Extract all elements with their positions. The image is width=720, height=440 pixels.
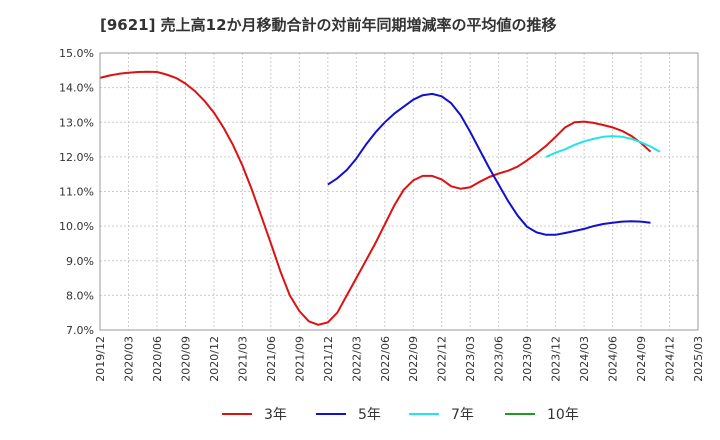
x-tick-label: 2023/06 xyxy=(493,336,506,382)
x-tick-label: 2020/12 xyxy=(208,336,221,382)
chart-title: [9621] 売上高12か月移動合計の対前年同期増減率の平均値の推移 xyxy=(100,16,557,34)
grid-layer xyxy=(99,52,699,331)
x-tick-label: 2020/03 xyxy=(122,336,135,382)
x-tick-label: 2024/12 xyxy=(664,336,677,382)
x-tick-label: 2024/06 xyxy=(607,336,620,382)
y-tick-label: 9.0% xyxy=(66,255,94,268)
x-tick-label: 2022/12 xyxy=(436,336,449,382)
plot-frame xyxy=(99,52,699,331)
x-tick-label: 2023/12 xyxy=(550,336,563,382)
y-tick-label: 15.0% xyxy=(59,47,94,60)
x-tick-label: 2022/09 xyxy=(407,336,420,382)
x-tick-label: 2021/09 xyxy=(293,336,306,382)
series-line-0 xyxy=(99,70,652,326)
x-tick-label: 2021/12 xyxy=(322,336,335,382)
x-tick-label: 2025/03 xyxy=(692,336,705,382)
x-tick-label: 2022/03 xyxy=(350,336,363,382)
legend: 3年 5年 7年 10年 xyxy=(222,407,579,423)
x-axis-labels: 2019/12 2020/03 2020/06 2020/09 2020/12 2021/… xyxy=(94,336,705,382)
y-tick-label: 7.0% xyxy=(66,324,94,337)
x-tick-label: 2024/09 xyxy=(635,336,648,382)
x-tick-label: 2020/06 xyxy=(151,336,164,382)
y-tick-label: 8.0% xyxy=(66,289,94,302)
x-tick-label: 2023/09 xyxy=(521,336,534,382)
x-tick-label: 2024/03 xyxy=(578,336,591,382)
legend-label-0: 3年 xyxy=(264,407,287,423)
x-tick-label: 2023/03 xyxy=(464,336,477,382)
legend-label-3: 10年 xyxy=(547,407,579,423)
series-line-2 xyxy=(545,135,661,158)
legend-label-2: 7年 xyxy=(451,407,474,423)
x-tick-label: 2021/06 xyxy=(265,336,278,382)
x-tick-label: 2019/12 xyxy=(94,336,107,382)
y-tick-label: 12.0% xyxy=(59,151,94,164)
series-line-1 xyxy=(327,92,651,236)
x-tick-label: 2020/09 xyxy=(179,336,192,382)
y-tick-label: 13.0% xyxy=(59,116,94,129)
series-layer xyxy=(99,70,661,326)
y-tick-label: 14.0% xyxy=(59,82,94,95)
x-tick-label: 2021/03 xyxy=(236,336,249,382)
y-tick-label: 11.0% xyxy=(59,186,94,199)
x-tick-label: 2022/06 xyxy=(379,336,392,382)
legend-label-1: 5年 xyxy=(358,407,381,423)
y-axis-labels: 7.0% 8.0% 9.0% 10.0% 11.0% 12.0% 13.0% 14.0% 15.… xyxy=(59,47,94,337)
y-tick-label: 10.0% xyxy=(59,220,94,233)
